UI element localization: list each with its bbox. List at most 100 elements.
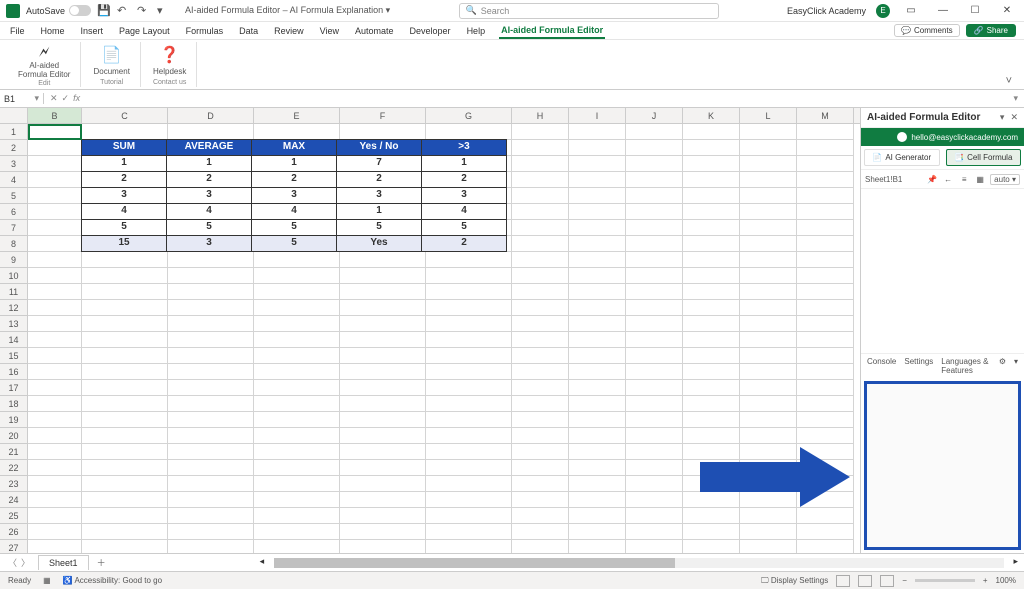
grid-cell[interactable] [683, 300, 740, 316]
grid-cell[interactable] [512, 124, 569, 140]
table-cell[interactable]: 1 [251, 155, 337, 172]
grid-cell[interactable] [683, 236, 740, 252]
grid-cell[interactable] [82, 124, 168, 140]
table-cell[interactable]: 2 [251, 171, 337, 188]
grid-cell[interactable] [168, 332, 254, 348]
ribbon-tab[interactable]: Review [272, 24, 306, 38]
grid-cell[interactable] [569, 220, 626, 236]
grid-cell[interactable] [254, 428, 340, 444]
cancel-formula-icon[interactable]: ✕ [50, 93, 58, 104]
ribbon-tab[interactable]: Formulas [184, 24, 226, 38]
grid-cell[interactable] [254, 508, 340, 524]
grid-cell[interactable] [28, 332, 82, 348]
row-header[interactable]: 18 [0, 396, 28, 412]
panel-settings-icon[interactable]: ⚙ [999, 357, 1006, 375]
grid-cell[interactable] [426, 124, 512, 140]
grid-cell[interactable] [569, 524, 626, 540]
grid-cell[interactable] [740, 252, 797, 268]
row-header[interactable]: 26 [0, 524, 28, 540]
collapse-ribbon-icon[interactable]: ˅ [1006, 75, 1016, 87]
grid-cell[interactable] [340, 540, 426, 553]
column-header[interactable]: L [740, 108, 797, 123]
grid-cell[interactable] [426, 316, 512, 332]
table-cell[interactable]: 2 [81, 171, 167, 188]
grid-cell[interactable] [512, 236, 569, 252]
grid-cell[interactable] [82, 300, 168, 316]
table-cell[interactable]: 7 [336, 155, 422, 172]
grid-cell[interactable] [683, 172, 740, 188]
grid-cell[interactable] [512, 492, 569, 508]
grid-cell[interactable] [426, 300, 512, 316]
grid-cell[interactable] [28, 204, 82, 220]
cell-formula-tab[interactable]: 📑 Cell Formula [946, 149, 1022, 166]
table-cell[interactable]: 2 [336, 171, 422, 188]
grid-cell[interactable] [740, 396, 797, 412]
grid-cell[interactable] [569, 412, 626, 428]
grid-cell[interactable] [168, 428, 254, 444]
grid-cell[interactable] [254, 300, 340, 316]
grid-cell[interactable] [512, 156, 569, 172]
grid-cell[interactable] [254, 460, 340, 476]
grid-cell[interactable] [626, 444, 683, 460]
grid-cell[interactable] [254, 524, 340, 540]
table-cell[interactable]: 3 [81, 187, 167, 204]
row-header[interactable]: 1 [0, 124, 28, 140]
grid-cell[interactable] [254, 364, 340, 380]
grid-cell[interactable] [740, 156, 797, 172]
ribbon-tab[interactable]: Automate [353, 24, 396, 38]
grid-cell[interactable] [426, 348, 512, 364]
grid-cell[interactable] [28, 300, 82, 316]
grid-cell[interactable] [168, 540, 254, 553]
console-tab[interactable]: Console [867, 357, 896, 375]
grid-cell[interactable] [340, 460, 426, 476]
grid-cell[interactable] [569, 284, 626, 300]
grid-cell[interactable] [626, 140, 683, 156]
grid-cell[interactable] [28, 460, 82, 476]
row-header[interactable]: 19 [0, 412, 28, 428]
grid-cell[interactable] [797, 220, 854, 236]
grid-cell[interactable] [797, 364, 854, 380]
grid-cell[interactable] [569, 364, 626, 380]
row-header[interactable]: 17 [0, 380, 28, 396]
normal-view-button[interactable] [836, 575, 850, 587]
grid-cell[interactable] [254, 380, 340, 396]
grid-cell[interactable] [740, 412, 797, 428]
account-email-bar[interactable]: hello@easyclickacademy.com [861, 128, 1024, 146]
grid-cell[interactable] [28, 412, 82, 428]
fx-icon[interactable]: fx [73, 93, 80, 104]
table-cell[interactable]: 4 [166, 203, 252, 220]
zoom-slider[interactable] [915, 579, 975, 582]
row-header[interactable]: 23 [0, 476, 28, 492]
page-layout-view-button[interactable] [858, 575, 872, 587]
maximize-icon[interactable]: ☐ [964, 5, 986, 16]
grid-cell[interactable] [340, 508, 426, 524]
grid-cell[interactable] [512, 412, 569, 428]
panel-close-icon[interactable]: ✕ [1010, 112, 1018, 123]
grid-cell[interactable] [340, 252, 426, 268]
grid-cell[interactable] [168, 460, 254, 476]
chevron-down-icon[interactable]: ▾ [34, 93, 39, 104]
grid-cell[interactable] [82, 364, 168, 380]
grid-cell[interactable] [569, 188, 626, 204]
accessibility-status[interactable]: ♿ Accessibility: Good to go [63, 576, 162, 585]
grid-cell[interactable] [82, 284, 168, 300]
table-cell[interactable]: 4 [251, 203, 337, 220]
grid-cell[interactable] [28, 268, 82, 284]
ribbon-tab[interactable]: Page Layout [117, 24, 172, 38]
row-header[interactable]: 22 [0, 460, 28, 476]
grid-cell[interactable] [797, 204, 854, 220]
table-cell[interactable]: 4 [81, 203, 167, 220]
grid-cell[interactable] [512, 476, 569, 492]
table-cell[interactable]: 5 [251, 219, 337, 236]
grid-cell[interactable] [254, 540, 340, 553]
grid-cell[interactable] [683, 316, 740, 332]
row-header[interactable]: 10 [0, 268, 28, 284]
spreadsheet-grid[interactable]: BCDEFGHIJKLM 123456789101112131415161718… [0, 108, 860, 553]
grid-cell[interactable] [626, 428, 683, 444]
grid-cell[interactable] [168, 364, 254, 380]
grid-cell[interactable] [569, 332, 626, 348]
grid-cell[interactable] [340, 492, 426, 508]
avatar[interactable]: E [876, 4, 890, 18]
languages-tab[interactable]: Languages & Features [941, 357, 991, 375]
column-header[interactable]: C [82, 108, 168, 123]
